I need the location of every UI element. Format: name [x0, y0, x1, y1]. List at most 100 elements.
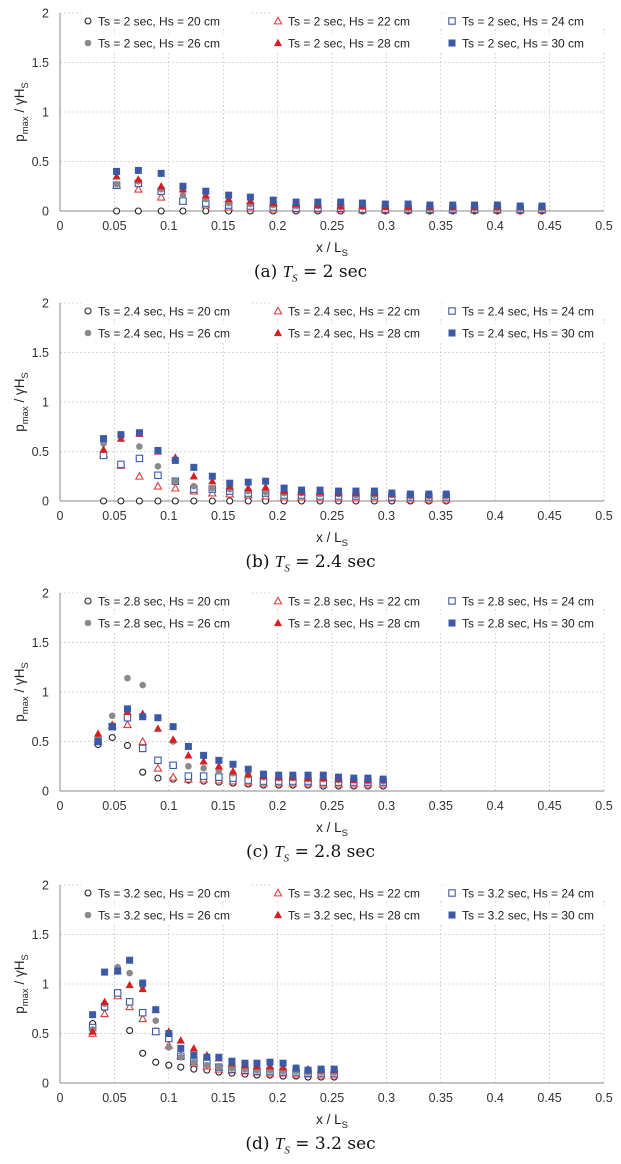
data-point: [153, 763, 163, 772]
data-point: [202, 187, 210, 195]
caption-value: = 2 sec: [303, 262, 368, 282]
caption-symbol: TS: [274, 842, 290, 865]
data-point: [201, 190, 210, 199]
data-point: [136, 443, 143, 450]
legend-marker: [84, 307, 92, 315]
data-point: [117, 460, 125, 469]
chart-panel-d: 0 0.05 0.1 0.15 0.2 0.25 0.3 0.35 0.4 0.45 0.5 0 0.5…: [0, 872, 621, 1164]
data-point: [200, 764, 207, 772]
data-point: [134, 471, 144, 480]
x-tick-label: 0.5: [595, 509, 612, 523]
data-point: [134, 166, 142, 174]
data-point: [425, 490, 433, 498]
y-tick-label: 0.5: [32, 735, 49, 749]
data-point: [246, 196, 255, 205]
legend-marker: [448, 17, 456, 25]
data-point: [244, 765, 252, 773]
data-point: [157, 182, 166, 190]
y-tick-label: 1: [42, 686, 49, 700]
legend-label: Ts = 2.4 sec, Hs = 22 cm: [288, 305, 420, 319]
data-point: [184, 751, 193, 759]
legend-marker: [448, 329, 456, 337]
legend-marker: [273, 596, 283, 605]
data-point: [133, 184, 143, 193]
data-point: [116, 434, 126, 442]
caption-label: (d): [245, 1134, 270, 1154]
y-axis-label: pmax / γHS: [12, 954, 31, 1014]
data-point: [138, 736, 148, 745]
data-point: [125, 1002, 135, 1011]
data-point: [139, 681, 146, 689]
legend-marker: [84, 619, 92, 627]
data-point: [123, 705, 131, 713]
data-point: [135, 497, 143, 505]
x-tick-label: 0.1: [160, 509, 177, 523]
x-tick-label: 0.15: [211, 509, 235, 523]
data-point: [177, 1044, 185, 1052]
data-point: [226, 479, 234, 487]
data-point: [208, 497, 216, 505]
legend-marker: [448, 39, 456, 47]
legend-label: Ts = 2 sec, Hs = 22 cm: [288, 15, 410, 29]
data-point: [352, 487, 360, 495]
x-axis-label: x / LS: [316, 1112, 348, 1131]
data-point: [184, 772, 193, 780]
caption-value: = 3.2 sec: [295, 1134, 376, 1154]
data-point: [199, 757, 208, 765]
data-point: [154, 447, 162, 455]
data-point: [336, 201, 345, 210]
caption-symbol: TS: [274, 1134, 290, 1157]
caption-label: (c): [246, 842, 269, 862]
data-point: [125, 980, 134, 989]
data-point: [253, 1059, 261, 1067]
legend-label: Ts = 2.8 sec, Hs = 26 cm: [98, 617, 230, 631]
legend-marker: [448, 889, 456, 897]
x-tick-label: 0.1: [160, 799, 177, 813]
data-point: [169, 761, 177, 770]
data-point: [171, 456, 179, 464]
legend-label: Ts = 3.2 sec, Hs = 28 cm: [288, 909, 420, 923]
data-point: [138, 984, 147, 993]
data-point: [200, 751, 208, 759]
data-point: [169, 735, 178, 743]
data-point: [99, 451, 108, 460]
data-point: [138, 1013, 148, 1023]
data-point: [135, 454, 144, 463]
y-tick-label: 1.5: [32, 928, 49, 942]
x-tick-label: 0.1: [160, 1091, 177, 1105]
data-point: [126, 956, 134, 964]
legend-bg: [81, 34, 251, 51]
x-tick-label: 0.35: [429, 219, 453, 233]
data-point: [179, 191, 187, 199]
data-point: [215, 773, 223, 781]
x-tick-label: 0.3: [378, 509, 395, 523]
data-point: [214, 762, 223, 770]
data-point: [224, 194, 233, 203]
legend-marker: [84, 911, 92, 919]
legend-marker: [84, 329, 92, 337]
caption-b: (b) TS = 2.4 sec: [0, 552, 621, 574]
data-point: [94, 738, 102, 746]
y-tick-label: 1.5: [32, 636, 49, 650]
data-point: [190, 463, 198, 471]
y-tick-label: 0: [42, 785, 49, 799]
x-tick-label: 0.25: [320, 219, 344, 233]
y-tick-label: 0: [42, 1077, 49, 1091]
legend-bg: [271, 614, 441, 631]
data-point: [113, 180, 120, 188]
caption-value: = 2.8 sec: [294, 842, 375, 862]
data-point: [157, 207, 165, 215]
data-point: [153, 724, 163, 732]
caption-d: (d) TS = 3.2 sec: [0, 1134, 621, 1156]
y-tick-label: 0: [42, 205, 49, 219]
y-tick-label: 1: [42, 106, 49, 120]
data-point: [165, 1061, 173, 1069]
data-point: [179, 207, 187, 215]
legend-label: Ts = 3.2 sec, Hs = 26 cm: [98, 909, 230, 923]
legend-marker: [448, 597, 456, 605]
legend-bg: [271, 12, 441, 29]
x-axis-label: x / LS: [316, 530, 348, 549]
x-tick-label: 0.05: [102, 1091, 126, 1105]
legend-marker: [273, 618, 283, 627]
